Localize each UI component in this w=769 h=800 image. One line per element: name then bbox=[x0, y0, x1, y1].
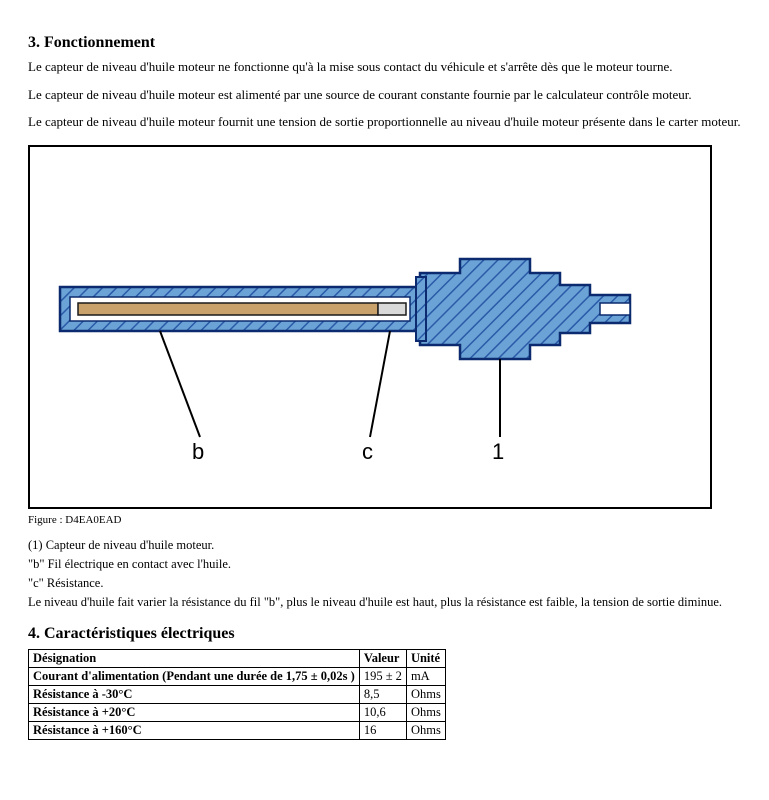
section-3-title: 3. Fonctionnement bbox=[28, 34, 741, 52]
section-3-p2: Le capteur de niveau d'huile moteur est … bbox=[28, 86, 741, 104]
figure-label-b: b bbox=[192, 439, 204, 465]
table-header-row: Désignation Valeur Unité bbox=[29, 649, 446, 667]
cell-valeur: 10,6 bbox=[359, 703, 406, 721]
cell-valeur: 16 bbox=[359, 721, 406, 739]
cell-designation: Courant d'alimentation (Pendant une duré… bbox=[29, 667, 360, 685]
legend-line-1: (1) Capteur de niveau d'huile moteur. bbox=[28, 537, 741, 554]
col-designation: Désignation bbox=[29, 649, 360, 667]
figure-legend: (1) Capteur de niveau d'huile moteur. "b… bbox=[28, 537, 741, 611]
cell-unite: Ohms bbox=[406, 685, 445, 703]
table-row: Résistance à +20°C 10,6 Ohms bbox=[29, 703, 446, 721]
electrical-table: Désignation Valeur Unité Courant d'alime… bbox=[28, 649, 446, 740]
cell-unite: Ohms bbox=[406, 703, 445, 721]
table-row: Résistance à -30°C 8,5 Ohms bbox=[29, 685, 446, 703]
col-unite: Unité bbox=[406, 649, 445, 667]
figure-frame: b c 1 bbox=[28, 145, 712, 509]
table-row: Courant d'alimentation (Pendant une duré… bbox=[29, 667, 446, 685]
cell-valeur: 8,5 bbox=[359, 685, 406, 703]
col-valeur: Valeur bbox=[359, 649, 406, 667]
legend-line-3: "c" Résistance. bbox=[28, 575, 741, 592]
figure-caption: Figure : D4EA0EAD bbox=[28, 513, 741, 528]
table-row: Résistance à +160°C 16 Ohms bbox=[29, 721, 446, 739]
cell-designation: Résistance à +20°C bbox=[29, 703, 360, 721]
legend-line-2: "b" Fil électrique en contact avec l'hui… bbox=[28, 556, 741, 573]
cell-designation: Résistance à +160°C bbox=[29, 721, 360, 739]
cell-designation: Résistance à -30°C bbox=[29, 685, 360, 703]
legend-line-4: Le niveau d'huile fait varier la résista… bbox=[28, 594, 741, 611]
figure-label-c: c bbox=[362, 439, 373, 465]
section-3-p1: Le capteur de niveau d'huile moteur ne f… bbox=[28, 58, 741, 76]
cell-unite: mA bbox=[406, 667, 445, 685]
section-3-p3: Le capteur de niveau d'huile moteur four… bbox=[28, 113, 741, 131]
section-4-title: 4. Caractéristiques électriques bbox=[28, 625, 741, 643]
cell-unite: Ohms bbox=[406, 721, 445, 739]
figure-label-1: 1 bbox=[492, 439, 504, 465]
cell-valeur: 195 ± 2 bbox=[359, 667, 406, 685]
